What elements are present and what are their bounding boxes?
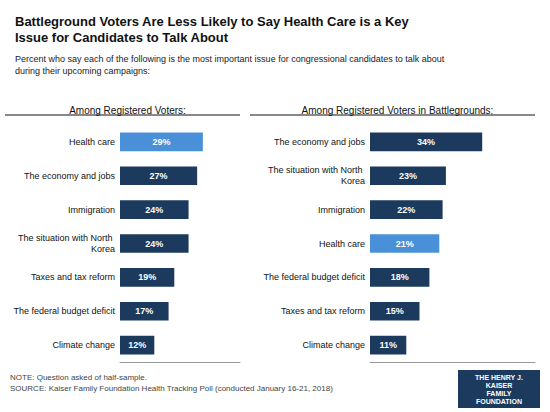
svg-text:Climate change: Climate change: [52, 340, 115, 350]
svg-text:Health care: Health care: [69, 137, 115, 147]
svg-text:Immigration: Immigration: [318, 205, 365, 215]
svg-text:Korea: Korea: [341, 176, 365, 186]
svg-text:Taxes and tax reform: Taxes and tax reform: [31, 272, 115, 282]
svg-text:Percent who say each of the fo: Percent who say each of the following is…: [15, 54, 445, 64]
svg-text:SOURCE: Kaiser Family Foundati: SOURCE: Kaiser Family Foundation Health …: [10, 384, 333, 393]
svg-text:NOTE: Question asked of half-s: NOTE: Question asked of half-sample.: [10, 373, 147, 382]
svg-text:Issue for Candidates to Talk A: Issue for Candidates to Talk About: [15, 30, 229, 45]
svg-text:19%: 19%: [138, 272, 156, 282]
svg-text:Battleground Voters Are Less L: Battleground Voters Are Less Likely to S…: [15, 14, 410, 29]
svg-text:THE HENRY J.: THE HENRY J.: [475, 374, 523, 381]
svg-text:Climate change: Climate change: [302, 340, 365, 350]
svg-text:The federal budget deficit: The federal budget deficit: [13, 306, 115, 316]
svg-text:The situation with North: The situation with North: [18, 233, 115, 243]
svg-text:11%: 11%: [379, 340, 397, 350]
svg-text:12%: 12%: [128, 340, 146, 350]
svg-text:Among Registered Voters:: Among Registered Voters:: [69, 105, 186, 116]
svg-text:17%: 17%: [135, 306, 153, 316]
svg-text:The situation with North: The situation with North: [268, 165, 365, 175]
svg-text:KAISER: KAISER: [486, 382, 512, 389]
svg-text:The federal budget deficit: The federal budget deficit: [263, 272, 365, 282]
svg-text:Immigration: Immigration: [68, 205, 115, 215]
svg-text:24%: 24%: [145, 205, 163, 215]
svg-text:22%: 22%: [397, 205, 415, 215]
svg-text:FAMILY: FAMILY: [486, 390, 511, 397]
svg-text:FOUNDATION: FOUNDATION: [476, 398, 522, 405]
svg-text:34%: 34%: [417, 137, 435, 147]
svg-text:27%: 27%: [150, 171, 168, 181]
svg-text:24%: 24%: [145, 239, 163, 249]
svg-text:Health care: Health care: [319, 239, 365, 249]
svg-text:Korea: Korea: [91, 244, 115, 254]
svg-text:21%: 21%: [396, 239, 414, 249]
svg-text:The economy and jobs: The economy and jobs: [274, 137, 366, 147]
svg-text:The economy and jobs: The economy and jobs: [24, 171, 116, 181]
svg-text:Taxes and tax reform: Taxes and tax reform: [281, 306, 365, 316]
svg-text:18%: 18%: [391, 272, 409, 282]
svg-text:15%: 15%: [386, 306, 404, 316]
svg-text:during their upcoming campaign: during their upcoming campaigns:: [15, 66, 150, 76]
svg-text:23%: 23%: [399, 171, 417, 181]
svg-text:29%: 29%: [152, 137, 170, 147]
svg-text:Among Registered Voters in Bat: Among Registered Voters in Battlegrounds…: [302, 105, 494, 116]
